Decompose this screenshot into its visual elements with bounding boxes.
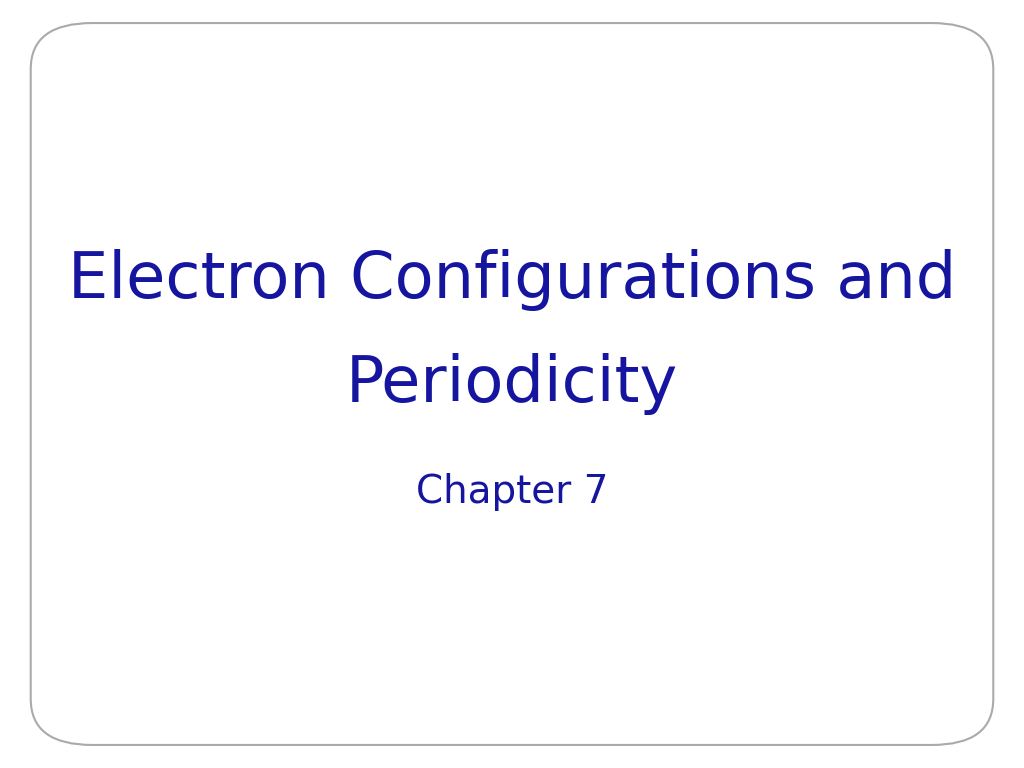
Text: Electron Configurations and: Electron Configurations and — [68, 250, 956, 311]
Text: Periodicity: Periodicity — [346, 353, 678, 415]
FancyBboxPatch shape — [31, 23, 993, 745]
Text: Chapter 7: Chapter 7 — [416, 472, 608, 511]
